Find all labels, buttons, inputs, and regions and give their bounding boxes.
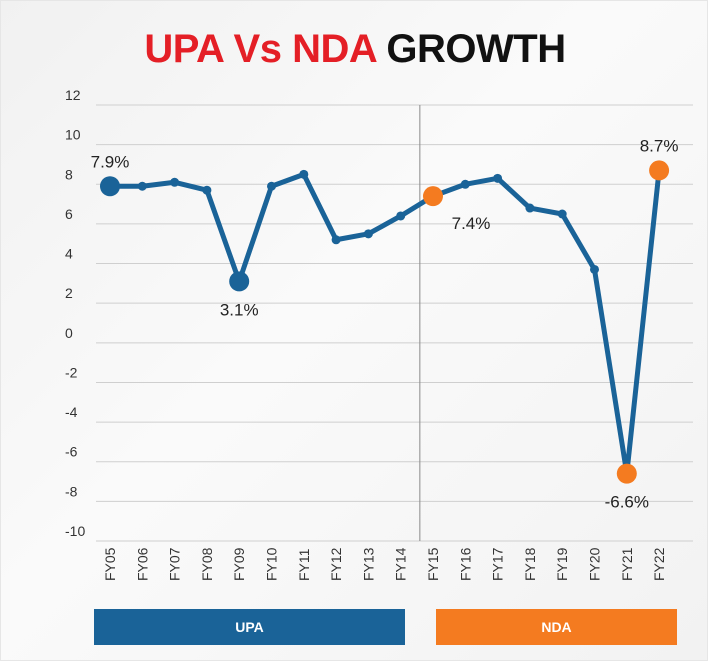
title-growth: GROWTH <box>386 27 566 71</box>
y-tick-label: -10 <box>65 523 85 539</box>
y-tick-label: -2 <box>65 364 78 380</box>
y-tick-label: 12 <box>65 87 81 103</box>
data-point <box>396 211 406 221</box>
data-point <box>170 177 180 187</box>
y-tick-label: 6 <box>65 206 73 222</box>
x-tick-label: FY11 <box>296 548 312 581</box>
highlight-marker <box>649 160 670 181</box>
upa-period-band: UPA <box>94 609 405 645</box>
y-tick-label: 0 <box>65 325 73 341</box>
x-tick-label: FY19 <box>554 547 570 581</box>
data-point <box>137 181 147 191</box>
y-tick-label: 4 <box>65 246 73 262</box>
highlight-marker <box>423 186 443 207</box>
data-point <box>267 181 276 191</box>
title-nda: NDA <box>292 27 376 71</box>
x-tick-label: FY14 <box>393 547 409 581</box>
x-tick-label: FY18 <box>522 547 538 581</box>
x-tick-label: FY20 <box>587 547 603 581</box>
x-tick-label: FY07 <box>167 547 183 581</box>
data-label: 7.9% <box>91 152 130 171</box>
x-tick-label: FY15 <box>425 547 441 581</box>
data-label: -6.6% <box>605 493 649 512</box>
x-tick-label: FY12 <box>328 547 344 581</box>
x-tick-label: FY09 <box>231 547 247 581</box>
x-tick-label: FY06 <box>134 547 150 581</box>
data-point <box>363 229 373 239</box>
data-point <box>202 185 212 195</box>
data-point <box>331 235 341 245</box>
data-point <box>525 203 535 213</box>
nda-period-band: NDA <box>436 609 677 645</box>
x-tick-label: FY13 <box>360 547 376 581</box>
y-tick-label: -8 <box>65 483 78 499</box>
title-upa: UPA <box>144 27 223 71</box>
highlight-marker <box>229 271 250 292</box>
data-point <box>460 179 470 189</box>
y-tick-label: -4 <box>65 404 78 420</box>
y-tick-label: -6 <box>65 444 78 460</box>
highlight-marker <box>616 463 637 484</box>
data-label: 8.7% <box>640 136 679 155</box>
data-label: 3.1% <box>220 300 259 319</box>
chart-title: UPA Vs NDA GROWTH <box>1 27 708 72</box>
data-point <box>299 169 309 179</box>
highlight-marker <box>100 176 120 197</box>
data-point <box>493 173 503 183</box>
x-tick-label: FY17 <box>490 547 506 581</box>
x-tick-label: FY08 <box>199 547 215 581</box>
x-tick-label: FY16 <box>457 547 473 581</box>
y-tick-label: 8 <box>65 166 73 182</box>
x-tick-label: FY22 <box>651 547 667 581</box>
title-vs: Vs <box>233 27 282 71</box>
y-tick-label: 2 <box>65 285 73 301</box>
growth-series-line <box>107 167 662 477</box>
x-tick-label: FY05 <box>102 547 118 581</box>
data-point <box>590 264 599 274</box>
y-tick-label: 10 <box>65 127 81 143</box>
data-point <box>557 209 567 219</box>
x-tick-label: FY21 <box>619 547 635 581</box>
data-label: 7.4% <box>452 214 491 233</box>
x-tick-label: FY10 <box>264 547 280 581</box>
